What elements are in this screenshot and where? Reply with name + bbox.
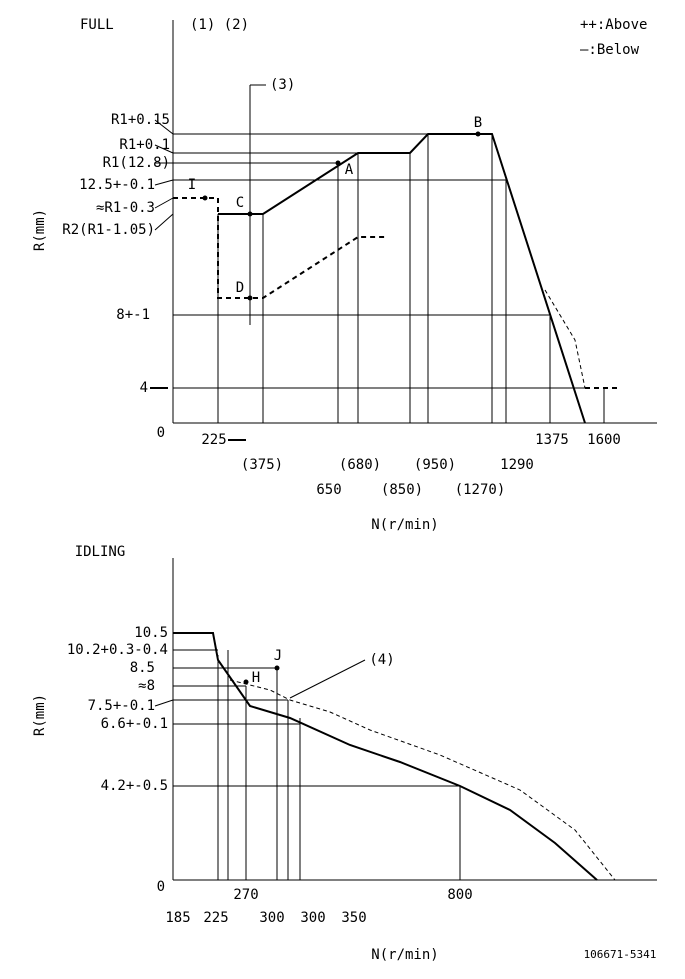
y-label: R2(R1-1.05) xyxy=(62,222,155,238)
above-curve xyxy=(173,197,620,389)
x-label: 185 xyxy=(165,910,190,926)
x-label: (850) xyxy=(381,482,423,498)
below-curve xyxy=(218,133,586,424)
reference-line xyxy=(154,179,174,186)
axis xyxy=(172,20,657,424)
point-label: I xyxy=(188,177,196,193)
reference-line xyxy=(289,659,366,699)
idling-title: IDLING xyxy=(75,544,126,560)
y-label: 8.5 xyxy=(130,660,155,676)
x-label: 225 xyxy=(201,432,226,448)
x-label: 225 xyxy=(203,910,228,926)
y-label: ≈8 xyxy=(138,678,155,694)
axis xyxy=(172,558,657,881)
x-label: 270 xyxy=(233,887,258,903)
y-label: 10.5 xyxy=(134,625,168,641)
point xyxy=(247,211,253,217)
point-label: C xyxy=(236,195,244,211)
point-label: D xyxy=(236,280,244,296)
point xyxy=(243,665,280,685)
reference-line xyxy=(154,119,174,135)
below-curve xyxy=(173,632,598,881)
y-label: 6.6+-0.1 xyxy=(101,716,168,732)
y-label: 7.5+-0.1 xyxy=(88,698,155,714)
reference-line xyxy=(154,144,174,154)
x-label: 1600 xyxy=(587,432,621,448)
point-label: A xyxy=(345,162,354,178)
point xyxy=(475,131,481,137)
above-curve xyxy=(229,679,616,881)
reference-line xyxy=(154,197,174,209)
x-label: 350 xyxy=(341,910,366,926)
y-axis-label: R(mm) xyxy=(32,694,48,736)
x-label: (950) xyxy=(414,457,456,473)
footer-code: 106671-5341 xyxy=(584,948,657,961)
x-label: 650 xyxy=(316,482,341,498)
y-label: 4.2+-0.5 xyxy=(101,778,168,794)
x-axis-label: N(r/min) xyxy=(371,517,438,533)
below-curve xyxy=(173,632,598,881)
x-label: 1290 xyxy=(500,457,534,473)
legend-above: ++:Above xyxy=(580,17,647,33)
above-curve xyxy=(229,679,616,881)
point xyxy=(274,665,280,671)
point xyxy=(335,160,341,166)
notes: (1) (2) xyxy=(190,17,249,33)
point xyxy=(202,195,208,201)
y-axis-label: R(mm) xyxy=(32,209,48,251)
x-label: (1270) xyxy=(455,482,506,498)
y-label: 4 xyxy=(140,380,148,396)
full-title: FULL xyxy=(80,17,114,33)
y-label: 10.2+0.3-0.4 xyxy=(67,642,168,658)
x-label: (680) xyxy=(339,457,381,473)
legend-below: —:Below xyxy=(580,42,640,58)
y-label: 8+-1 xyxy=(116,307,150,323)
below-curve xyxy=(218,133,586,424)
x-label: 1375 xyxy=(535,432,569,448)
reference-line xyxy=(154,699,174,707)
point-label: J xyxy=(274,648,282,664)
y-label: R1(12.8) xyxy=(103,155,170,171)
x-label: 300 xyxy=(300,910,325,926)
point-label: B xyxy=(474,115,482,131)
y-label: 0 xyxy=(157,879,165,895)
above-curve xyxy=(544,289,586,389)
above-curve xyxy=(173,197,385,299)
y-label: R1+0.15 xyxy=(111,112,170,128)
point xyxy=(247,295,253,301)
y-label: R1+0.1 xyxy=(119,137,170,153)
point xyxy=(202,131,481,301)
y-label: ≈R1-0.3 xyxy=(96,200,155,216)
point xyxy=(243,679,249,685)
reference-line xyxy=(154,649,461,880)
y-label: 0 xyxy=(157,425,165,441)
y-label: 12.5+-0.1 xyxy=(79,177,155,193)
callout: (3) xyxy=(270,77,295,93)
x-label: 800 xyxy=(447,887,472,903)
point-label: H xyxy=(252,670,260,686)
x-axis-label: N(r/min) xyxy=(371,947,438,963)
callout: (4) xyxy=(369,652,394,668)
reference-line xyxy=(150,84,605,441)
x-label: (375) xyxy=(241,457,283,473)
x-label: 300 xyxy=(259,910,284,926)
reference-line xyxy=(154,213,174,231)
